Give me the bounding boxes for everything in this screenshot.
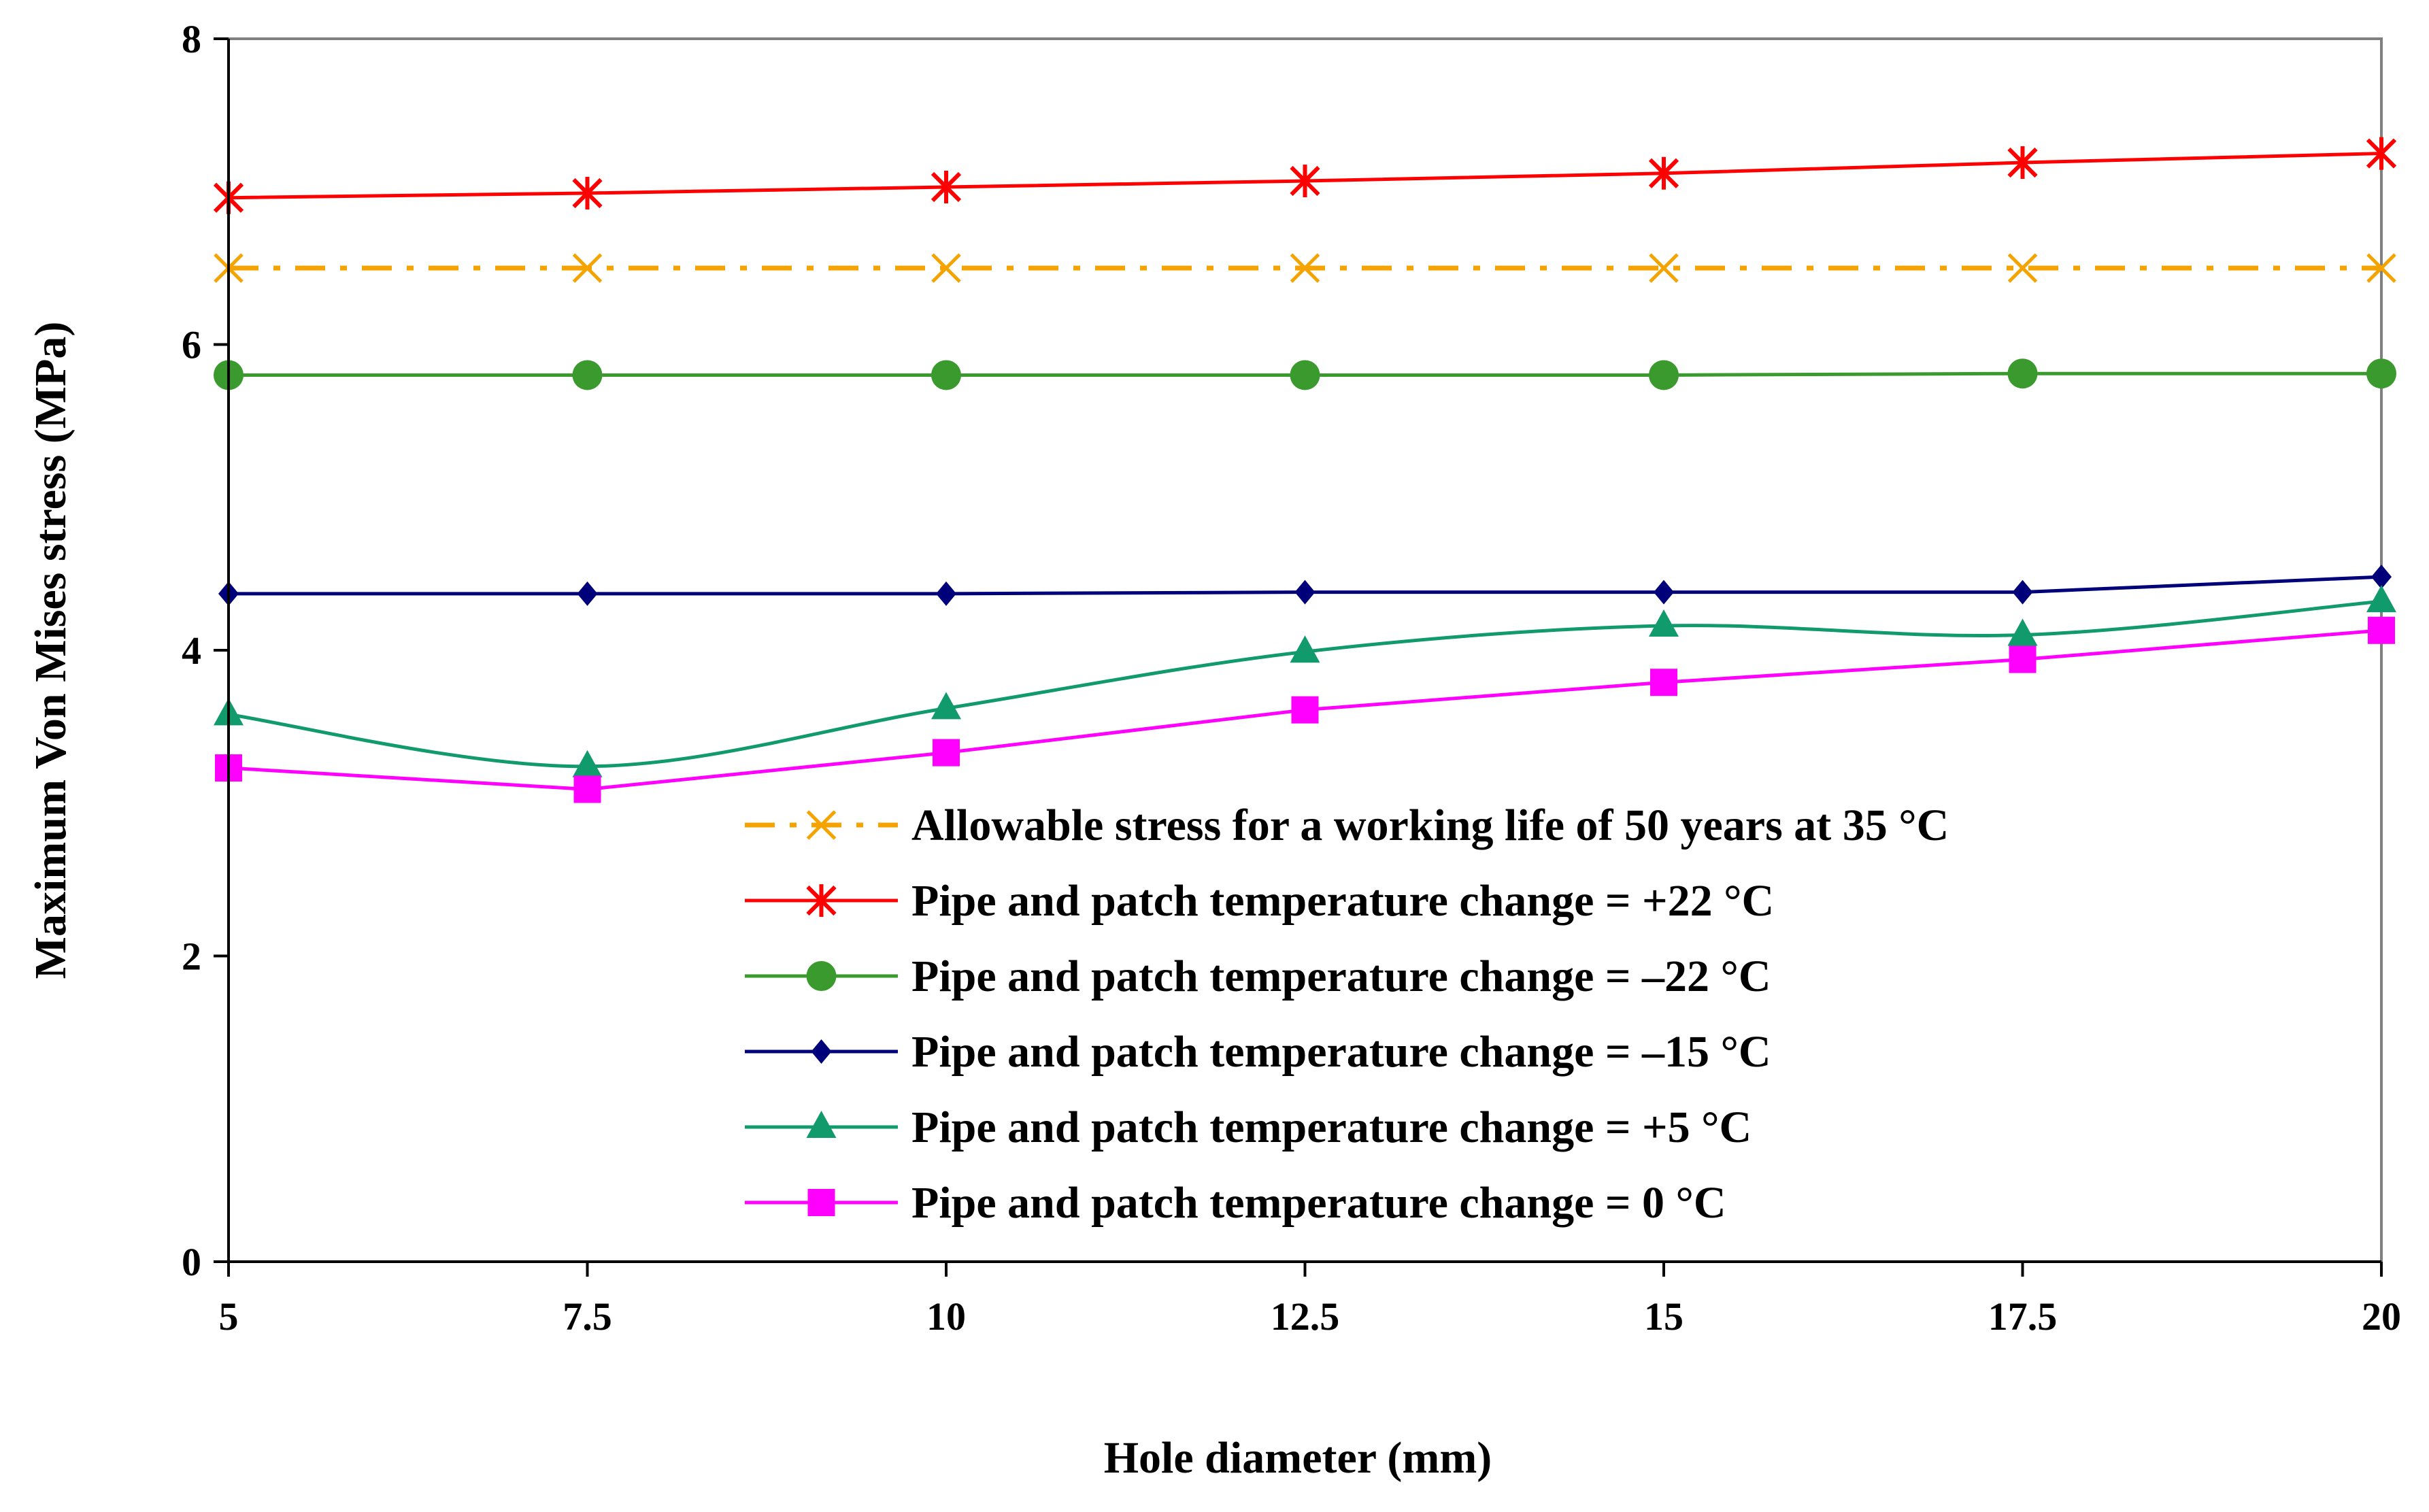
legend-item: Pipe and patch temperature change = –15 … (745, 1027, 1771, 1077)
data-point (572, 176, 603, 209)
legend-swatch-marker (806, 884, 837, 917)
series-4 (214, 585, 2396, 777)
y-axis-title: Maximum Von Mises stress (MPa) (26, 322, 76, 979)
x-axis-title: Hole diameter (mm) (1104, 1433, 1492, 1483)
legend-label: Allowable stress for a working life of 5… (911, 801, 1949, 850)
data-point (931, 253, 961, 283)
series-2 (214, 358, 2396, 390)
data-point (1654, 579, 1674, 605)
x-tick-label: 5 (219, 1294, 239, 1339)
data-point (572, 360, 603, 390)
legend-swatch-marker (807, 1189, 835, 1216)
legend-label: Pipe and patch temperature change = 0 °C (911, 1178, 1726, 1228)
legend-swatch-marker (811, 1039, 832, 1064)
legend-item: Allowable stress for a working life of 5… (745, 801, 1949, 850)
data-point (1649, 360, 1679, 390)
legend-label: Pipe and patch temperature change = +5 °… (911, 1103, 1752, 1152)
legend-item: Pipe and patch temperature change = +22 … (745, 876, 1774, 926)
data-point (931, 360, 961, 390)
data-point (1290, 253, 1320, 283)
legend-label: Pipe and patch temperature change = –15 … (911, 1027, 1771, 1077)
data-point (1290, 360, 1320, 390)
data-point (2366, 585, 2396, 613)
data-point (577, 581, 598, 606)
data-point (573, 775, 601, 803)
legend: Allowable stress for a working life of 5… (745, 801, 1949, 1228)
data-point (2009, 645, 2037, 673)
data-point (2012, 579, 2033, 605)
data-point (2007, 358, 2038, 389)
legend-swatch-marker (806, 961, 837, 991)
y-tick-label: 6 (182, 323, 201, 367)
data-point (933, 739, 960, 767)
legend-item: Pipe and patch temperature change = +5 °… (745, 1103, 1752, 1152)
series-3 (218, 565, 2392, 606)
x-tick-label: 17.5 (1988, 1294, 2058, 1339)
y-tick-label: 2 (182, 935, 201, 979)
data-point (1290, 165, 1320, 198)
x-tick-label: 15 (1644, 1294, 1683, 1339)
data-point (1649, 609, 1679, 637)
data-point (1649, 253, 1679, 283)
data-point (2007, 146, 2038, 180)
x-tick-label: 7.5 (563, 1294, 612, 1339)
x-ticks: 5 7.5 10 12.5 15 17.5 20 (219, 1262, 2401, 1339)
data-point (2368, 616, 2395, 644)
data-point (931, 692, 961, 720)
y-tick-label: 8 (182, 17, 201, 61)
data-point (2007, 253, 2038, 283)
series-0 (214, 253, 2396, 283)
data-point (1648, 156, 1679, 190)
data-point (1294, 579, 1316, 605)
data-point (2366, 253, 2396, 283)
x-tick-label: 12.5 (1271, 1294, 1340, 1339)
y-ticks: 0 2 4 6 8 (182, 17, 229, 1284)
y-tick-label: 4 (182, 628, 201, 673)
data-point (931, 171, 962, 204)
data-point (1650, 669, 1677, 696)
data-point (572, 253, 603, 283)
data-point (2366, 358, 2396, 389)
data-point (1291, 696, 1319, 724)
legend-swatch-marker (806, 810, 837, 840)
legend-swatch-marker (806, 1111, 837, 1138)
y-tick-label: 0 (182, 1240, 201, 1284)
legend-label: Pipe and patch temperature change = –22 … (911, 952, 1771, 1001)
data-point (1290, 635, 1320, 663)
data-point (572, 750, 603, 777)
legend-item: Pipe and patch temperature change = –22 … (745, 952, 1771, 1001)
data-point (2366, 137, 2397, 170)
data-point (2007, 618, 2038, 646)
x-tick-label: 20 (2362, 1294, 2401, 1339)
data-point (2371, 565, 2392, 590)
legend-item: Pipe and patch temperature change = 0 °C (745, 1178, 1726, 1228)
data-point (936, 581, 956, 606)
legend-label: Pipe and patch temperature change = +22 … (911, 876, 1774, 926)
x-tick-label: 10 (926, 1294, 966, 1339)
